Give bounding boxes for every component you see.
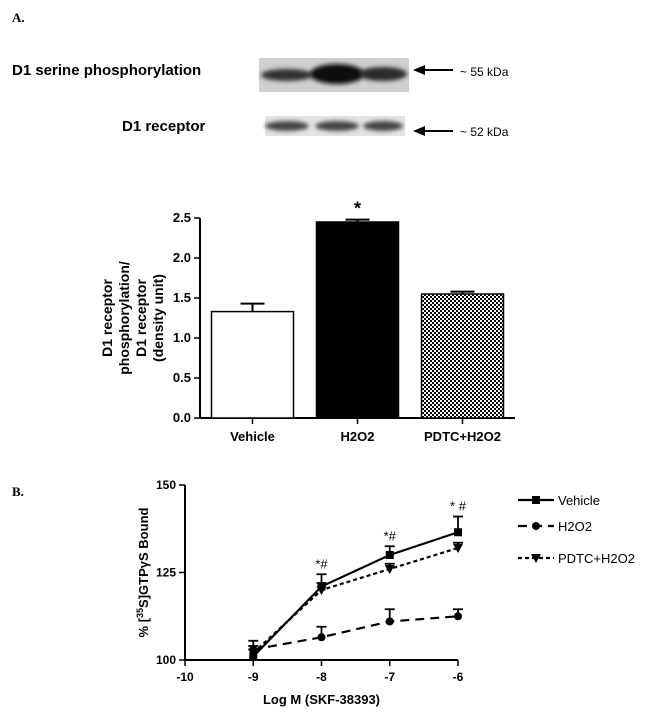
line-x-tick-label: -8 [316, 670, 327, 684]
western-blot [259, 58, 453, 136]
point-h2o2 [454, 612, 462, 621]
bar-y-tick-label: 1.5 [173, 290, 191, 305]
bar-vehicle [210, 310, 295, 419]
line-x-axis-label: Log M (SKF-38393) [263, 692, 380, 707]
line-x-tick-label: -9 [248, 670, 259, 684]
band-phospho-vehicle [261, 69, 313, 81]
legend-marker-pdtc-h2o2 [531, 554, 541, 563]
blot-label-receptor: D1 receptor [122, 118, 206, 135]
blot-label-phospho: D1 serine phosphorylation [12, 62, 202, 79]
band-phospho-pdtc [359, 67, 407, 81]
band-phospho-h2o2 [310, 64, 364, 84]
bar-y-axis-label-line: (density unit) [150, 274, 166, 362]
point-vehicle [385, 551, 394, 559]
bar-y-tick-label: 0.0 [173, 410, 191, 425]
line-x-tick-label: -10 [176, 670, 194, 684]
arrow-phospho [413, 65, 453, 75]
legend-label-h2o2: H2O2 [558, 519, 592, 534]
significance-marker: *# [384, 528, 397, 543]
point-h2o2 [317, 633, 326, 642]
bar-y-tick-label: 2.5 [173, 210, 191, 225]
legend-marker-h2o2 [532, 522, 540, 530]
series-line-vehicle [252, 531, 459, 658]
bar-y-axis-label-line: phosphorylation/ [116, 261, 132, 375]
bar-y-axis-label-line: D1 receptor [133, 279, 149, 357]
legend-label-pdtc-h2o2: PDTC+H2O2 [558, 551, 635, 566]
kda-label-receptor: ~ 52 kDa [460, 125, 509, 139]
bar-category-label: PDTC+H2O2 [424, 429, 501, 444]
legend-label-vehicle: Vehicle [558, 493, 600, 508]
bar-y-axis-label-text: D1 receptorphosphorylation/D1 receptor(d… [99, 261, 166, 375]
point-pdtc-h2o2 [248, 649, 259, 658]
legend-marker-vehicle [532, 496, 540, 504]
line-y-tick-label: 125 [156, 566, 176, 580]
bar-category-label: H2O2 [341, 429, 375, 444]
bar-y-axis-label-line: D1 receptor [99, 279, 115, 357]
point-h2o2 [385, 617, 394, 626]
band-receptor-h2o2 [315, 121, 359, 131]
line-y-axis-label-text: % [35S]GTPγS Bound [135, 507, 151, 637]
line-y-tick-label: 100 [156, 653, 176, 667]
line-chart: % [35S]GTPγS Bound 100 125 150 -10 -9 -8 -7 -6 L… [135, 478, 635, 707]
bar-h2o2 [315, 221, 400, 419]
panel-b-letter: B. [12, 484, 24, 499]
legend: Vehicle H2O2 PDTC+H2O2 [518, 493, 635, 566]
panel-a-letter: A. [12, 10, 25, 25]
point-pdtc-h2o2 [384, 565, 395, 574]
bar-category-label: Vehicle [230, 429, 275, 444]
point-pdtc-h2o2 [453, 544, 463, 553]
significance-marker: * [354, 199, 361, 219]
line-y-tick-label: 150 [156, 478, 176, 492]
bar-chart: D1 receptorphosphorylation/D1 receptor(d… [99, 199, 515, 444]
significance-marker: * # [450, 499, 467, 514]
band-receptor-pdtc [363, 121, 403, 131]
band-receptor-vehicle [265, 121, 309, 131]
bar-y-axis-label: D1 receptorphosphorylation/D1 receptor(d… [99, 261, 166, 375]
point-vehicle [454, 528, 462, 537]
bar-marks: * [210, 199, 505, 419]
arrow-receptor [413, 126, 453, 136]
series-line-pdtc-h2o2 [252, 546, 459, 654]
bar-y-tick-label: 1.0 [173, 330, 191, 345]
bar-pdtc-h2o2 [420, 293, 505, 419]
bar-y-tick-label: 2.0 [173, 250, 191, 265]
point-pdtc-h2o2 [316, 586, 327, 595]
significance-marker: *# [315, 556, 328, 571]
bar-y-tick-label: 0.5 [173, 370, 191, 385]
line-x-tick-label: -7 [384, 670, 395, 684]
line-y-axis-label: % [35S]GTPγS Bound [135, 507, 151, 637]
line-marks: *# *# * # [248, 499, 467, 661]
line-axes: 100 125 150 -10 -9 -8 -7 -6 Log M (SKF-38393) [156, 478, 464, 707]
kda-label-phospho: ~ 55 kDa [460, 65, 509, 79]
line-x-tick-label: -6 [453, 670, 464, 684]
series-line-h2o2 [253, 615, 459, 651]
